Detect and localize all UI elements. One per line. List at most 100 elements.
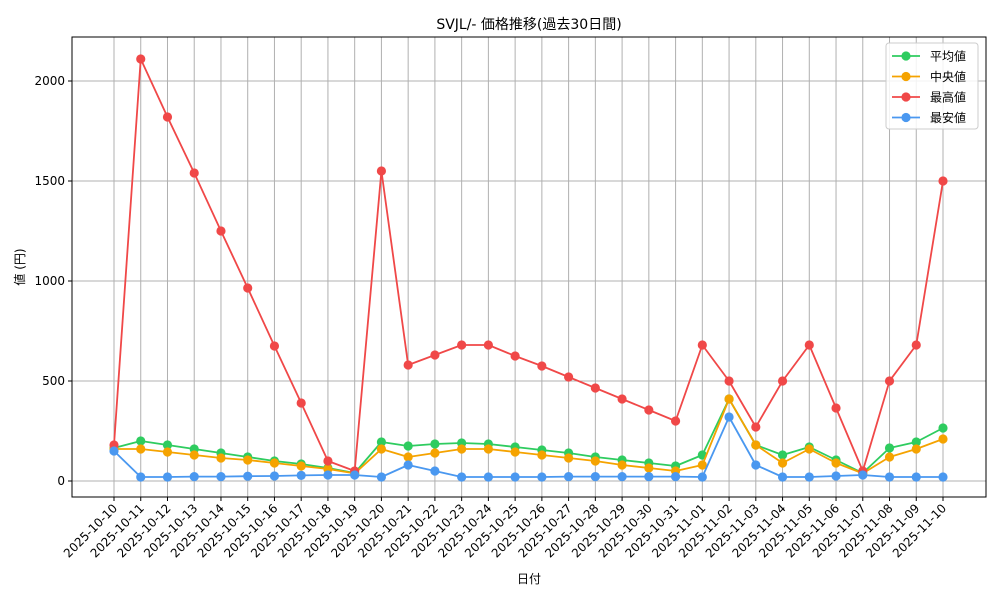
series-point — [430, 439, 440, 449]
legend-label: 中央値 — [930, 69, 966, 84]
series-point — [162, 447, 173, 457]
series-point — [323, 456, 333, 466]
series-point — [911, 437, 921, 447]
series-point — [403, 452, 413, 462]
series-point — [697, 460, 707, 470]
series-point — [724, 394, 734, 404]
legend-marker — [901, 112, 911, 123]
series-point — [831, 403, 841, 413]
series-point — [189, 450, 199, 460]
legend-marker — [901, 92, 911, 102]
series-point — [269, 458, 280, 468]
series-point — [938, 434, 948, 444]
series-point — [751, 440, 761, 450]
series-point — [911, 444, 921, 454]
series-point — [751, 460, 761, 470]
series-point — [189, 168, 199, 178]
series-point — [617, 394, 627, 404]
series-point — [189, 472, 199, 482]
series-point — [162, 440, 173, 450]
series-point — [457, 444, 467, 454]
series-point — [350, 470, 360, 480]
series-point — [216, 226, 226, 236]
legend-label: 最安値 — [930, 110, 966, 125]
series-point — [269, 471, 280, 481]
series-point — [777, 376, 788, 386]
series-point — [430, 448, 440, 458]
series-point — [323, 470, 333, 480]
series-point — [162, 472, 173, 482]
series-point — [938, 176, 948, 186]
x-axis-label: 日付 — [517, 572, 541, 586]
series-point — [938, 423, 948, 433]
chart-title: SVJL/- 価格推移(過去30日間) — [436, 17, 621, 33]
series-point — [644, 405, 654, 415]
plot-frame — [71, 36, 987, 498]
series-point — [243, 455, 253, 465]
series-point — [697, 472, 707, 482]
series-point — [430, 466, 440, 476]
series-point — [136, 472, 146, 482]
series-point — [537, 450, 547, 460]
series-point — [884, 443, 895, 453]
series-point — [777, 450, 788, 460]
legend-marker — [901, 51, 911, 61]
series-point — [644, 472, 654, 482]
series-point — [590, 472, 600, 482]
y-tick-label: 500 — [42, 374, 65, 388]
legend-box — [885, 42, 979, 130]
series-point — [911, 472, 921, 482]
legend-label: 平均値 — [930, 49, 966, 64]
series-point — [831, 458, 841, 468]
y-tick-label: 1000 — [34, 274, 65, 288]
series-point — [564, 472, 574, 482]
series-point — [403, 360, 413, 370]
series-point — [858, 470, 868, 480]
series-point — [804, 444, 814, 454]
series-point — [938, 472, 948, 482]
series-point — [617, 460, 627, 470]
series-point — [162, 112, 173, 122]
series-layer — [109, 54, 948, 482]
series-point — [296, 470, 306, 480]
legend-item: 中央値 — [892, 69, 966, 84]
series-point — [884, 376, 895, 386]
series-point — [483, 340, 493, 350]
series-point — [483, 472, 493, 482]
series-point — [617, 472, 627, 482]
series-point — [884, 452, 895, 462]
legend-item: 最安値 — [892, 110, 966, 125]
series-point — [136, 444, 146, 454]
series-point — [670, 416, 681, 426]
series-point — [644, 463, 654, 473]
legend-item: 平均値 — [892, 49, 966, 64]
series-point — [296, 398, 306, 408]
series-point — [831, 471, 841, 481]
series-point — [510, 351, 520, 361]
series-point — [804, 340, 814, 350]
series-point — [216, 453, 226, 463]
series-point — [590, 383, 600, 393]
series-point — [296, 461, 306, 471]
series-line — [113, 58, 944, 472]
series-point — [777, 458, 788, 468]
series-point — [884, 472, 895, 482]
series-point — [483, 444, 493, 454]
series-point — [216, 472, 226, 482]
series-point — [457, 340, 467, 350]
series-point — [510, 472, 520, 482]
series-point — [804, 472, 814, 482]
series-3 — [109, 412, 948, 482]
series-point — [376, 472, 387, 482]
series-point — [777, 472, 788, 482]
y-tick-label: 0 — [57, 474, 65, 488]
series-point — [243, 283, 253, 293]
legend-item: 最高値 — [892, 90, 966, 105]
series-point — [564, 453, 574, 463]
series-point — [376, 444, 387, 454]
series-point — [510, 447, 520, 457]
series-point — [564, 372, 574, 382]
series-point — [403, 460, 413, 470]
